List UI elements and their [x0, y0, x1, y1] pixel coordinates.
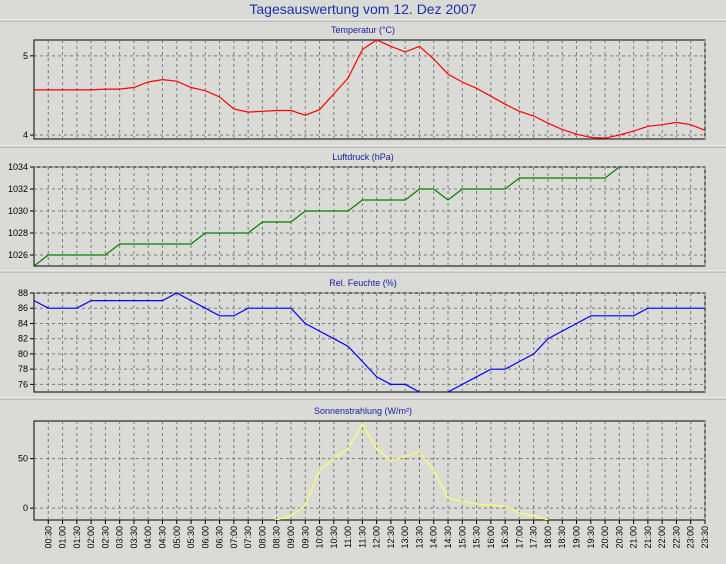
x-tick-label: 06:00	[200, 526, 210, 549]
x-tick-label: 04:30	[157, 526, 167, 549]
y-tick-label: 88	[18, 288, 28, 298]
x-tick-label: 13:00	[400, 526, 410, 549]
y-tick-label: 86	[18, 303, 28, 313]
y-tick-label: 1032	[8, 184, 28, 194]
x-tick-label: 14:00	[429, 526, 439, 549]
x-tick-label: 19:30	[586, 526, 596, 549]
x-tick-label: 21:00	[629, 526, 639, 549]
y-tick-label: 5	[23, 51, 28, 61]
x-tick-label: 03:00	[115, 526, 125, 549]
panel-title: Rel. Feuchte (%)	[329, 278, 397, 288]
y-tick-label: 4	[23, 130, 28, 140]
x-tick-label: 10:30	[329, 526, 339, 549]
x-tick-label: 07:30	[243, 526, 253, 549]
series-line	[34, 293, 705, 392]
x-tick-label: 10:00	[315, 526, 325, 549]
x-tick-label: 02:30	[100, 526, 110, 549]
x-tick-label: 18:00	[543, 526, 553, 549]
x-tick-label: 23:30	[700, 526, 710, 549]
x-tick-label: 02:00	[86, 526, 96, 549]
x-tick-label: 01:30	[72, 526, 82, 549]
x-tick-label: 01:00	[58, 526, 68, 549]
y-tick-label: 1028	[8, 228, 28, 238]
x-tick-label: 00:30	[43, 526, 53, 549]
y-tick-label: 82	[18, 334, 28, 344]
x-tick-label: 09:30	[300, 526, 310, 549]
y-tick-label: 0	[23, 503, 28, 513]
x-tick-label: 11:30	[357, 526, 367, 548]
series-line	[34, 167, 620, 266]
x-tick-label: 08:30	[272, 526, 282, 549]
x-tick-label: 21:30	[643, 526, 653, 549]
x-tick-label: 17:30	[529, 526, 539, 549]
y-tick-label: 78	[18, 364, 28, 374]
plot-frame	[33, 292, 706, 393]
x-tick-label: 16:00	[486, 526, 496, 549]
x-tick-label: 22:00	[657, 526, 667, 549]
x-tick-label: 18:30	[557, 526, 567, 549]
y-tick-label: 76	[18, 379, 28, 389]
x-tick-label: 16:30	[500, 526, 510, 549]
y-tick-label: 1030	[8, 206, 28, 216]
x-tick-label: 08:00	[257, 526, 267, 549]
x-tick-label: 12:00	[372, 526, 382, 549]
x-tick-label: 22:30	[671, 526, 681, 549]
x-tick-label: 17:00	[514, 526, 524, 549]
x-tick-label: 05:00	[172, 526, 182, 549]
x-tick-label: 14:30	[443, 526, 453, 549]
x-tick-label: 04:00	[143, 526, 153, 549]
panel-title: Temperatur (°C)	[331, 25, 395, 35]
x-tick-label: 15:30	[472, 526, 482, 549]
x-tick-label: 03:30	[129, 526, 139, 549]
x-tick-label: 07:00	[229, 526, 239, 549]
y-tick-label: 1026	[8, 250, 28, 260]
x-tick-label: 09:00	[286, 526, 296, 549]
panel-title: Luftdruck (hPa)	[332, 152, 394, 162]
x-tick-label: 23:00	[686, 526, 696, 549]
x-tick-label: 06:30	[215, 526, 225, 549]
x-tick-label: 19:00	[572, 526, 582, 549]
series-line	[273, 422, 549, 520]
plot-frame	[33, 39, 706, 140]
page-title: Tagesauswertung vom 12. Dez 2007	[249, 1, 477, 17]
x-tick-label: 20:30	[614, 526, 624, 549]
x-tick-label: 13:30	[414, 526, 424, 549]
x-tick-label: 11:00	[343, 526, 353, 548]
x-tick-label: 05:30	[186, 526, 196, 549]
panel-title: Sonnenstrahlung (W/m²)	[314, 406, 412, 416]
x-tick-label: 20:00	[600, 526, 610, 549]
y-tick-label: 1034	[8, 162, 28, 172]
series-line	[34, 40, 705, 139]
plot-frame	[33, 166, 706, 267]
y-tick-label: 80	[18, 349, 28, 359]
y-tick-label: 50	[18, 454, 28, 464]
x-tick-label: 15:00	[457, 526, 467, 549]
y-tick-label: 84	[18, 318, 28, 328]
x-tick-label: 12:30	[386, 526, 396, 549]
